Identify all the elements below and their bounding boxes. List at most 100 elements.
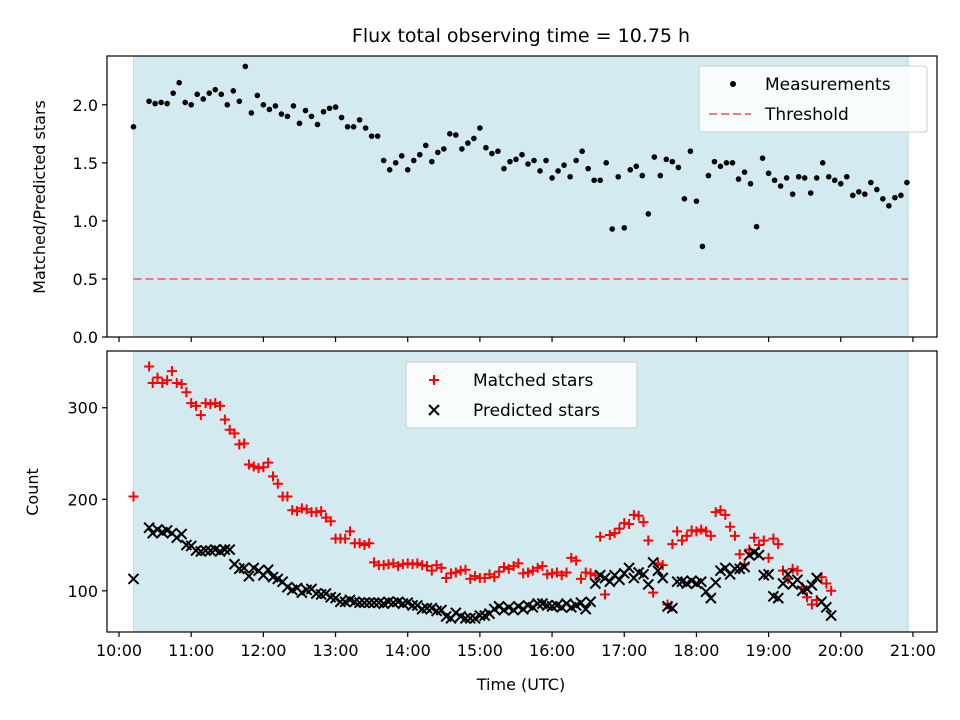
legend-predicted-label: Predicted stars — [473, 401, 600, 421]
measurement-point — [531, 157, 537, 164]
matched-star-point — [763, 552, 774, 563]
measurement-point — [669, 158, 676, 165]
measurement-point — [525, 161, 531, 167]
bottom-plot: 100 200 300 10:00 11:00 12:00 13:00 14:00 15:00 1… — [67, 350, 938, 660]
matched-star-point — [787, 563, 798, 574]
matched-star-point — [571, 555, 582, 566]
matched-star-point — [325, 516, 336, 527]
matched-star-point — [191, 400, 202, 411]
measurement-point — [753, 223, 760, 230]
measurement-point — [284, 113, 291, 120]
measurement-point — [687, 148, 694, 155]
measurement-point — [585, 165, 591, 172]
predicted-star-point — [637, 568, 650, 581]
measurement-point — [741, 169, 748, 175]
matched-star-point — [421, 561, 432, 572]
matched-star-point — [657, 560, 668, 571]
top-y-tick-label: 0.0 — [73, 328, 98, 347]
measurement-point — [849, 192, 856, 199]
matched-star-point — [826, 585, 837, 596]
predicted-star-point — [777, 577, 789, 590]
matched-star-point — [720, 509, 731, 520]
measurement-point — [176, 79, 182, 86]
measurement-point — [543, 157, 549, 164]
measurement-point — [603, 160, 610, 166]
matched-star-point — [239, 438, 250, 449]
measurement-point — [453, 132, 459, 138]
predicted-star-point — [695, 575, 707, 588]
measurement-point — [158, 99, 164, 106]
measurement-point — [254, 92, 261, 99]
measurement-point — [392, 160, 399, 166]
measurement-point — [717, 163, 724, 170]
measurement-point — [471, 135, 477, 142]
matched-star-point — [696, 524, 707, 535]
top-legend-box — [698, 65, 928, 133]
measurement-point — [633, 163, 640, 170]
measurement-point — [711, 158, 718, 165]
predicted-star-point — [700, 586, 712, 598]
bottom-legend: Matched stars Predicted stars — [405, 361, 638, 429]
chart-title: Flux total observing time = 10.75 h — [352, 25, 690, 47]
predicted-star-point — [729, 563, 741, 575]
measurement-point — [130, 124, 137, 130]
measurement-point — [747, 180, 754, 187]
x-tick-label: 14:00 — [385, 641, 431, 660]
predicted-star-point — [223, 543, 236, 556]
measurement-point — [194, 91, 201, 98]
x-tick-label: 15:00 — [457, 641, 503, 660]
x-tick-label: 18:00 — [673, 641, 719, 660]
predicted-star-point — [238, 562, 250, 574]
predicted-star-point — [575, 597, 587, 609]
measurement-point — [447, 130, 453, 137]
measurement-point — [681, 196, 688, 202]
measurement-point — [651, 154, 658, 160]
matched-star-point — [268, 471, 278, 482]
measurement-point — [164, 100, 170, 107]
predicted-star-point — [825, 609, 837, 622]
top-y-axis-label: Matched/Predicted stars — [30, 100, 49, 294]
matched-star-point — [162, 375, 173, 386]
matched-star-point — [600, 589, 610, 600]
measurement-point — [801, 175, 808, 181]
measurement-point — [892, 194, 898, 201]
predicted-star-point — [791, 574, 804, 586]
measurement-point — [862, 191, 868, 197]
measurement-point — [819, 160, 826, 166]
matched-star-point — [393, 561, 404, 572]
measurement-point — [428, 158, 435, 165]
predicted-star-point — [464, 612, 476, 624]
bottom-axes-frame — [106, 350, 938, 633]
measurement-point — [314, 121, 321, 128]
measurement-point — [308, 113, 315, 120]
matched-star-point — [215, 400, 226, 411]
predicted-star-point — [666, 602, 679, 614]
measurement-point — [813, 175, 820, 181]
measurement-point — [362, 125, 369, 131]
matched-star-point — [263, 457, 274, 468]
matched-star-point — [734, 549, 745, 560]
matched-star-point — [705, 530, 716, 541]
matched-star-point — [749, 532, 760, 543]
matched-star-point — [359, 540, 370, 551]
predicted-star-point — [772, 592, 784, 604]
measurement-point — [272, 103, 279, 109]
predicted-star-point — [738, 561, 751, 573]
measurement-point — [645, 211, 652, 217]
measurement-point — [837, 180, 844, 187]
predicted-star-point — [127, 573, 140, 585]
matched-star-point — [258, 462, 269, 473]
predicted-star-point — [820, 601, 833, 613]
measurement-point — [868, 179, 874, 186]
matched-star-point — [585, 568, 596, 579]
measurement-point — [777, 183, 784, 189]
matched-star-point — [710, 507, 721, 518]
matched-star-point — [561, 567, 572, 578]
predicted-star-point — [762, 568, 775, 581]
matched-star-point — [272, 478, 283, 489]
bottom-y-tick-label: 100 — [67, 582, 98, 601]
measurement-point — [380, 157, 387, 164]
measurement-point — [843, 173, 850, 180]
predicted-star-point — [219, 543, 231, 556]
matched-star-point — [701, 526, 712, 537]
